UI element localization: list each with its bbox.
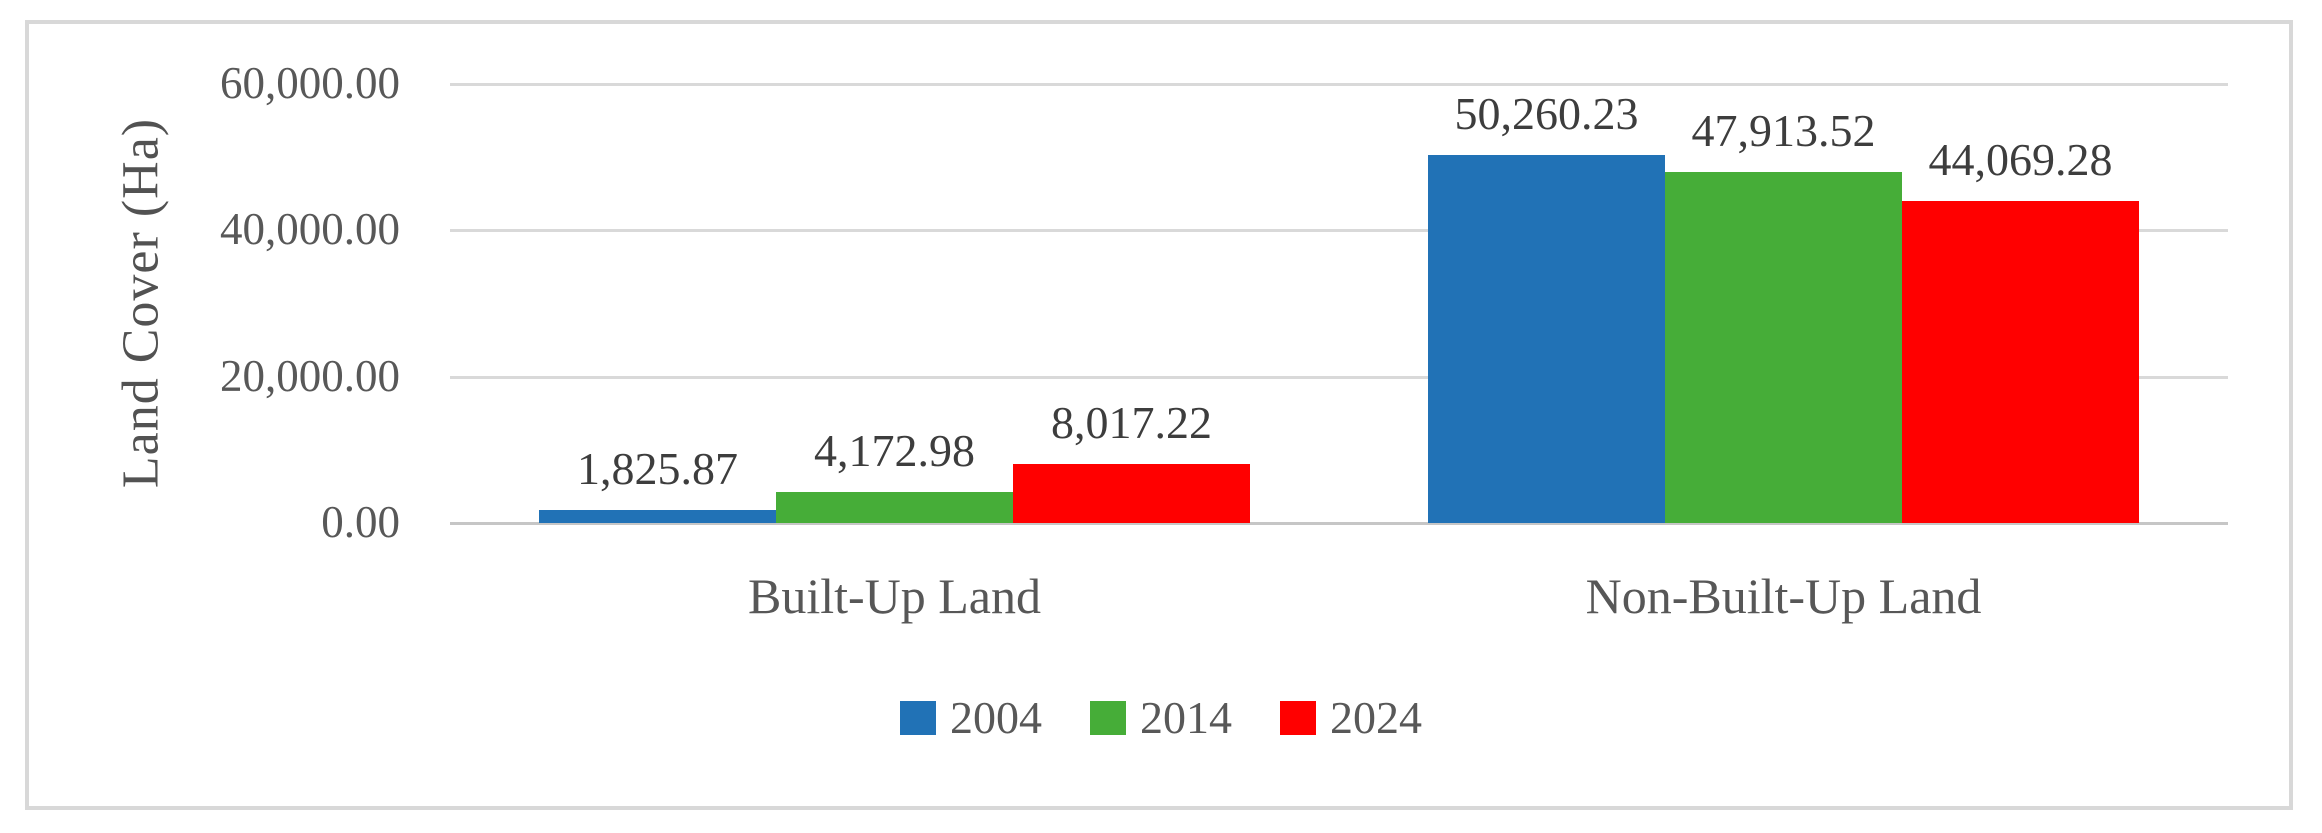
legend-item-2004: 2004 (900, 695, 1042, 741)
y-tick-label-0: 0.00 (321, 496, 400, 547)
legend-label-2014: 2014 (1140, 692, 1232, 743)
legend-swatch-2024 (1280, 701, 1316, 735)
data-label-2004-non-built-up-land: 50,260.23 (1454, 88, 1639, 140)
category-label-built-up-land: Built-Up Land (747, 568, 1042, 624)
bar-2024-non-built-up-land (1902, 201, 2139, 523)
legend: 2004 2014 2024 (0, 695, 2322, 741)
bar-2014-built-up-land (776, 492, 1013, 523)
legend-item-2024: 2024 (1280, 695, 1422, 741)
legend-swatch-2014 (1090, 701, 1126, 735)
category-label-non-built-up-land: Non-Built-Up Land (1585, 568, 1982, 624)
data-label-2014-non-built-up-land: 47,913.52 (1691, 105, 1876, 157)
y-axis-title: Land Cover (Ha) (112, 117, 170, 489)
gridline-40000 (450, 229, 2228, 233)
bar-2004-built-up-land (539, 510, 776, 523)
legend-swatch-2004 (900, 701, 936, 735)
y-tick-label-3: 60,000.00 (220, 57, 400, 108)
x-axis-line (450, 522, 2228, 525)
bar-2014-non-built-up-land (1665, 172, 1902, 523)
data-label-2024-non-built-up-land: 44,069.28 (1928, 134, 2113, 186)
legend-item-2014: 2014 (1090, 695, 1232, 741)
gridline-60000 (450, 83, 2228, 86)
y-tick-label-1: 20,000.00 (220, 350, 400, 401)
legend-label-2004: 2004 (950, 692, 1042, 743)
data-label-2004-built-up-land: 1,825.87 (577, 443, 738, 495)
data-label-2024-built-up-land: 8,017.22 (1051, 397, 1212, 449)
data-label-2014-built-up-land: 4,172.98 (814, 425, 975, 477)
legend-label-2024: 2024 (1330, 692, 1422, 743)
bar-2024-built-up-land (1013, 464, 1250, 523)
y-tick-label-2: 40,000.00 (220, 204, 400, 255)
bar-2004-non-built-up-land (1428, 155, 1665, 523)
gridline-20000 (450, 375, 2228, 379)
